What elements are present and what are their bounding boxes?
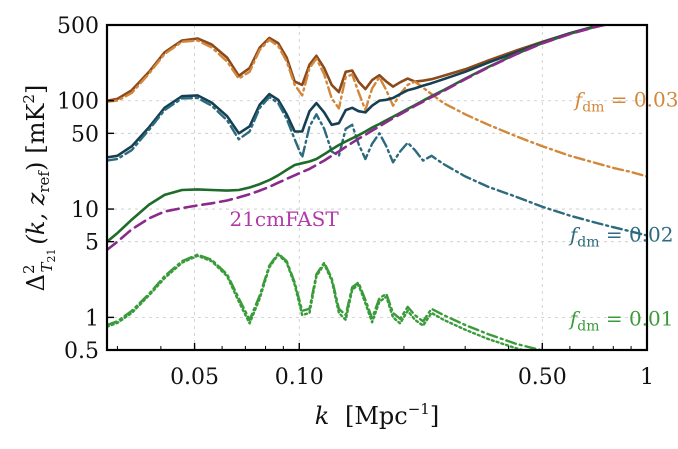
annotation-rest-2: = 0.01	[600, 307, 674, 331]
series-line-7	[107, 253, 528, 350]
x-axis-unit: [Mpc	[345, 402, 408, 430]
series-line-1	[107, 38, 647, 178]
annotation-sub-1: dm	[577, 235, 599, 251]
x-tick-label-1: 0.10	[275, 365, 324, 390]
x-axis-title: k [Mpc−1]	[315, 400, 439, 430]
y-axis-args-sub: ref	[35, 170, 53, 193]
y-axis-delta: Δ	[22, 274, 50, 291]
series-group	[107, 25, 647, 350]
series-line-2	[107, 25, 608, 159]
y-tick-label-2: 5	[85, 231, 99, 256]
grid	[107, 25, 647, 350]
y-axis-unit: [mK	[22, 103, 50, 154]
annotation-rest-0: = 0.03	[604, 88, 678, 112]
annotation-0: fdm = 0.03	[573, 88, 678, 116]
y-axis-args: (k, z	[22, 192, 50, 244]
plot-frame	[105, 23, 649, 352]
y-axis-delta-subsub: 21	[45, 248, 58, 262]
x-axis-unit-sup: −1	[408, 400, 430, 418]
y-tick-label-6: 500	[57, 14, 99, 39]
annotation-1: fdm = 0.02	[568, 223, 674, 251]
annotation-2: fdm = 0.01	[568, 307, 674, 335]
x-axis-unit-close: ]	[430, 402, 439, 430]
annotation-3: 21cmFAST	[229, 207, 339, 231]
x-tick-label-0: 0.05	[170, 365, 219, 390]
y-axis-title: Δ2T21(k, zref)[mK2]	[20, 85, 58, 292]
y-tick-label-4: 50	[71, 122, 99, 147]
annotation-rest-1: = 0.02	[600, 223, 674, 247]
annotation-sub-0: dm	[582, 100, 604, 116]
y-axis-args-close: )	[22, 162, 50, 171]
y-axis-delta-sub: T	[38, 261, 56, 272]
annotations: fdm = 0.03 fdm = 0.02 fdm = 0.01 21cmFAST	[229, 88, 678, 335]
series-line-3	[107, 95, 647, 237]
x-tick-label-3: 1	[640, 365, 654, 390]
x-tick-label-2: 0.50	[518, 365, 567, 390]
series-line-5	[107, 25, 611, 252]
y-tick-label-3: 10	[71, 198, 99, 223]
y-axis-delta-sup: 2	[20, 264, 38, 274]
y-axis-unit-sup: 2	[20, 94, 38, 104]
y-tick-label-0: 0.5	[64, 339, 99, 364]
ticks: 0.05 0.10 0.50 1 0.5 1 5 10 50 100 500	[57, 14, 654, 390]
x-axis-var: k	[315, 402, 330, 430]
y-tick-label-1: 1	[85, 306, 99, 331]
annotation-sub-2: dm	[577, 319, 599, 335]
y-tick-label-5: 100	[57, 90, 99, 115]
y-axis-unit-close: ]	[22, 85, 50, 94]
series-line-0	[107, 25, 608, 102]
